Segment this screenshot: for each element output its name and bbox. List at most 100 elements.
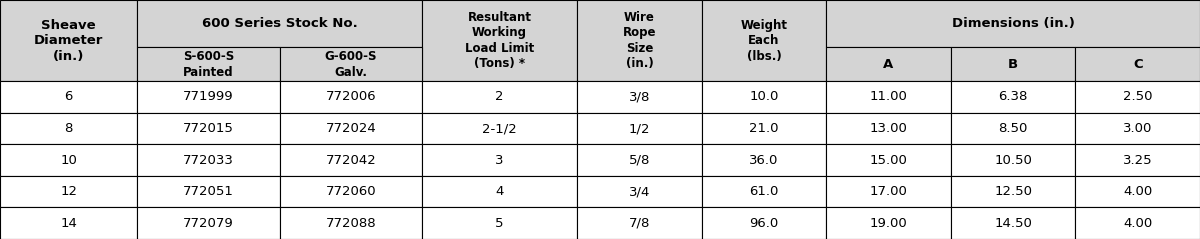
Text: 3/4: 3/4: [629, 185, 650, 198]
Text: 2-1/2: 2-1/2: [482, 122, 517, 135]
Text: 8.50: 8.50: [998, 122, 1028, 135]
Bar: [702, 113, 827, 144]
Bar: [577, 81, 702, 113]
Text: A: A: [883, 58, 894, 71]
Text: 19.00: 19.00: [870, 217, 907, 230]
Bar: [827, 144, 950, 176]
Bar: [0, 207, 137, 239]
Bar: [577, 207, 702, 239]
Bar: [950, 144, 1075, 176]
Bar: [422, 176, 577, 207]
Text: 772024: 772024: [325, 122, 377, 135]
Text: 14.50: 14.50: [994, 217, 1032, 230]
Bar: [1075, 176, 1200, 207]
Bar: [280, 81, 422, 113]
Text: 12.50: 12.50: [994, 185, 1032, 198]
Text: 4: 4: [496, 185, 504, 198]
Text: 8: 8: [65, 122, 73, 135]
Bar: [0, 81, 137, 113]
Bar: [702, 81, 827, 113]
Bar: [950, 113, 1075, 144]
Bar: [422, 81, 577, 113]
Text: 21.0: 21.0: [749, 122, 779, 135]
Text: 6: 6: [65, 90, 73, 103]
Bar: [137, 81, 280, 113]
Text: 772079: 772079: [184, 217, 234, 230]
Text: 772060: 772060: [325, 185, 376, 198]
Bar: [1075, 113, 1200, 144]
Bar: [950, 47, 1075, 81]
Text: 5/8: 5/8: [629, 154, 650, 167]
Bar: [137, 144, 280, 176]
Bar: [702, 144, 827, 176]
Bar: [577, 113, 702, 144]
Text: 600 Series Stock No.: 600 Series Stock No.: [202, 17, 358, 30]
Bar: [702, 207, 827, 239]
Bar: [827, 47, 950, 81]
Text: Resultant
Working
Load Limit
(Tons) *: Resultant Working Load Limit (Tons) *: [464, 11, 534, 70]
Text: 4.00: 4.00: [1123, 217, 1152, 230]
Text: 3.00: 3.00: [1123, 122, 1152, 135]
Text: 10: 10: [60, 154, 77, 167]
Text: 772033: 772033: [184, 154, 234, 167]
Bar: [827, 113, 950, 144]
Bar: [280, 113, 422, 144]
Bar: [137, 47, 280, 81]
Bar: [950, 81, 1075, 113]
Bar: [280, 47, 422, 81]
Bar: [950, 176, 1075, 207]
Text: C: C: [1133, 58, 1142, 71]
Text: B: B: [1008, 58, 1018, 71]
Text: Weight
Each
(lbs.): Weight Each (lbs.): [740, 19, 787, 63]
Text: 5: 5: [496, 217, 504, 230]
Bar: [827, 176, 950, 207]
Bar: [0, 144, 137, 176]
Bar: [280, 176, 422, 207]
Text: 36.0: 36.0: [749, 154, 779, 167]
Text: 12: 12: [60, 185, 77, 198]
Bar: [0, 176, 137, 207]
Bar: [422, 207, 577, 239]
Bar: [702, 176, 827, 207]
Text: 3/8: 3/8: [629, 90, 650, 103]
Bar: [950, 207, 1075, 239]
Text: 61.0: 61.0: [749, 185, 779, 198]
Text: 772006: 772006: [325, 90, 376, 103]
Bar: [702, 0, 827, 81]
Bar: [827, 81, 950, 113]
Text: 772051: 772051: [184, 185, 234, 198]
Text: 10.50: 10.50: [994, 154, 1032, 167]
Text: 3: 3: [496, 154, 504, 167]
Bar: [827, 207, 950, 239]
Text: 772088: 772088: [325, 217, 376, 230]
Text: 96.0: 96.0: [749, 217, 779, 230]
Text: 771999: 771999: [184, 90, 234, 103]
Bar: [1075, 207, 1200, 239]
Bar: [422, 0, 577, 81]
Bar: [422, 113, 577, 144]
Text: 4.00: 4.00: [1123, 185, 1152, 198]
Text: 2: 2: [496, 90, 504, 103]
Bar: [1075, 47, 1200, 81]
Bar: [1075, 144, 1200, 176]
Bar: [577, 144, 702, 176]
Bar: [280, 207, 422, 239]
Text: 15.00: 15.00: [870, 154, 907, 167]
Text: 11.00: 11.00: [870, 90, 907, 103]
Text: Sheave
Diameter
(in.): Sheave Diameter (in.): [34, 19, 103, 63]
Bar: [577, 176, 702, 207]
Text: 7/8: 7/8: [629, 217, 650, 230]
Text: 1/2: 1/2: [629, 122, 650, 135]
Text: 14: 14: [60, 217, 77, 230]
Text: 13.00: 13.00: [870, 122, 907, 135]
Bar: [827, 0, 1200, 47]
Bar: [1075, 81, 1200, 113]
Text: Wire
Rope
Size
(in.): Wire Rope Size (in.): [623, 11, 656, 70]
Bar: [137, 113, 280, 144]
Text: 772042: 772042: [325, 154, 377, 167]
Bar: [280, 144, 422, 176]
Bar: [137, 0, 422, 47]
Text: 17.00: 17.00: [870, 185, 907, 198]
Bar: [577, 0, 702, 81]
Text: 2.50: 2.50: [1123, 90, 1152, 103]
